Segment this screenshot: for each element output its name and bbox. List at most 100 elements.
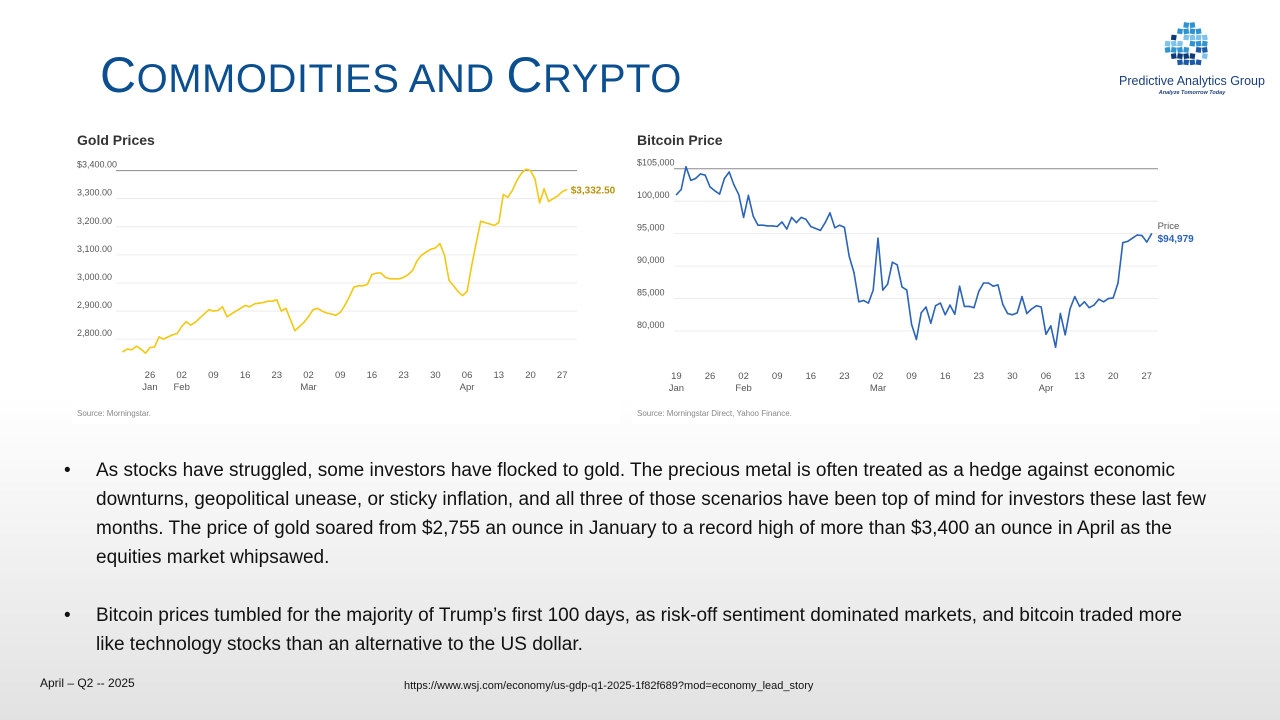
data-point bbox=[149, 346, 151, 349]
x-tick-sublabel: Apr bbox=[460, 382, 475, 393]
data-point bbox=[516, 179, 518, 182]
bullet-marker: • bbox=[64, 605, 71, 626]
data-point bbox=[221, 306, 224, 308]
data-point bbox=[457, 290, 459, 293]
x-tick-label: 02 bbox=[303, 370, 314, 381]
y-tick-label: 2,900.00 bbox=[77, 300, 112, 310]
data-point bbox=[566, 188, 568, 191]
data-point bbox=[253, 303, 255, 305]
bullet-text: As stocks have struggled, some investors… bbox=[96, 460, 1207, 568]
data-point bbox=[199, 317, 201, 319]
data-point bbox=[375, 272, 378, 274]
logo-puzzle-piece bbox=[1189, 34, 1196, 41]
data-point bbox=[511, 189, 514, 191]
data-point bbox=[714, 190, 716, 192]
x-tick-label: 16 bbox=[806, 371, 817, 382]
data-point bbox=[843, 226, 846, 228]
x-tick-label: 02 bbox=[873, 371, 884, 382]
data-point bbox=[398, 278, 400, 280]
x-tick-label: 16 bbox=[940, 371, 951, 382]
bullet-item-bitcoin: • Bitcoin prices tumbled for the majorit… bbox=[64, 601, 1214, 659]
data-point bbox=[230, 313, 233, 315]
data-point bbox=[1030, 308, 1033, 310]
logo-puzzle-piece bbox=[1201, 53, 1208, 60]
gold-chart-panel: 2,800.00 2,900.00 3,000.00 3,100.00 3,200.00… bbox=[72, 124, 620, 424]
data-point bbox=[762, 224, 764, 226]
data-point bbox=[992, 285, 994, 287]
data-point bbox=[910, 323, 913, 326]
data-point bbox=[1098, 298, 1100, 300]
data-point bbox=[407, 273, 409, 276]
y-tick-label: 3,200.00 bbox=[77, 216, 112, 226]
data-point bbox=[217, 309, 219, 312]
last-value-label: $94,979 bbox=[1158, 234, 1195, 245]
data-point bbox=[489, 223, 491, 225]
data-point bbox=[307, 315, 310, 318]
y-tick-label: 3,000.00 bbox=[77, 272, 112, 282]
data-point bbox=[733, 184, 735, 186]
data-point bbox=[1136, 234, 1138, 236]
data-point bbox=[421, 254, 423, 256]
data-point bbox=[470, 265, 473, 267]
data-point bbox=[520, 172, 523, 175]
data-point bbox=[838, 224, 841, 226]
y-tick-label: 80,000 bbox=[637, 320, 665, 330]
x-tick-label: 09 bbox=[906, 371, 917, 382]
x-tick-label: 02 bbox=[738, 371, 749, 382]
data-point bbox=[896, 264, 898, 266]
bullet-list: • As stocks have struggled, some investo… bbox=[64, 456, 1214, 659]
data-point bbox=[1040, 306, 1042, 308]
data-point bbox=[680, 188, 682, 191]
data-point bbox=[1059, 312, 1062, 315]
data-point bbox=[289, 318, 292, 321]
data-point bbox=[834, 227, 836, 229]
x-tick-label: 16 bbox=[367, 370, 378, 381]
x-tick-label: 23 bbox=[974, 371, 985, 382]
data-point bbox=[502, 193, 505, 196]
y-tick-label: 90,000 bbox=[637, 255, 665, 265]
data-point bbox=[135, 345, 138, 347]
logo-puzzle-piece bbox=[1164, 46, 1171, 53]
data-point bbox=[790, 216, 793, 219]
logo-puzzle-piece bbox=[1183, 34, 1190, 41]
footer-source-url[interactable]: https://www.wsj.com/economy/us-gdp-q1-20… bbox=[404, 680, 814, 692]
data-point bbox=[484, 221, 486, 224]
data-point bbox=[171, 334, 174, 336]
data-point bbox=[997, 284, 999, 286]
logo-puzzle-piece bbox=[1195, 40, 1202, 47]
y-tick-label: 95,000 bbox=[637, 223, 665, 233]
data-point bbox=[543, 188, 545, 190]
logo-puzzle-piece bbox=[1170, 40, 1177, 47]
x-tick-sublabel: Jan bbox=[669, 383, 684, 394]
title-rest-2: RYPTO bbox=[542, 57, 682, 101]
data-point bbox=[357, 285, 360, 287]
logo-puzzle-piece bbox=[1189, 59, 1196, 66]
data-point bbox=[1141, 234, 1143, 237]
data-point bbox=[389, 278, 391, 280]
data-point bbox=[434, 247, 437, 249]
x-tick-label: 06 bbox=[1041, 371, 1052, 382]
data-point bbox=[1122, 242, 1124, 244]
data-point bbox=[891, 261, 894, 263]
data-point bbox=[344, 304, 346, 307]
data-point bbox=[757, 224, 759, 226]
x-tick-sublabel: Mar bbox=[300, 382, 316, 393]
x-tick-sublabel: Mar bbox=[870, 383, 886, 394]
data-point bbox=[312, 308, 314, 311]
data-point bbox=[968, 305, 970, 308]
logo-puzzle-piece bbox=[1164, 40, 1171, 47]
data-point bbox=[180, 325, 183, 328]
x-tick-label: 13 bbox=[493, 370, 504, 381]
data-point bbox=[694, 177, 697, 180]
data-point bbox=[752, 215, 754, 217]
data-point bbox=[371, 273, 373, 276]
logo-puzzle-piece bbox=[1177, 40, 1183, 47]
data-point bbox=[140, 348, 142, 350]
x-tick-label: 30 bbox=[1007, 371, 1018, 382]
data-point bbox=[1026, 312, 1028, 315]
x-tick-label: 06 bbox=[462, 370, 473, 381]
data-point bbox=[810, 225, 812, 228]
x-tick-label: 09 bbox=[208, 370, 219, 381]
data-point bbox=[561, 190, 563, 193]
data-point bbox=[718, 193, 721, 195]
